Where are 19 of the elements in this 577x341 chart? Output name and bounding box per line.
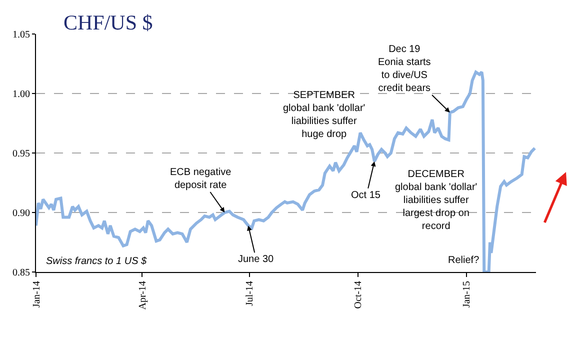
x-tick-label: Apr-14: [137, 281, 148, 310]
annotation: Relief?: [448, 255, 480, 266]
y-tick-label: 0.90: [12, 208, 30, 219]
annotation: Dec 19 Eonia starts to dive/US credit bears: [378, 44, 431, 94]
y-tick-label: 1.05: [12, 30, 30, 40]
annotation: Swiss francs to 1 US $: [46, 256, 148, 267]
annotation: June 30: [238, 254, 274, 265]
annotation: ECB negative deposit rate: [170, 167, 232, 191]
x-tick-label: Jan-15: [462, 281, 473, 308]
x-tick-label: Jul-14: [244, 281, 256, 306]
chart-title: CHF/US $: [63, 10, 153, 35]
y-tick-label: 1.00: [12, 89, 30, 100]
annotation: DECEMBER global bank 'dollar' liabilities suffer largest drop on record: [395, 169, 478, 232]
x-tick-label: Jan-14: [31, 281, 42, 308]
x-tick-label: Oct-14: [353, 281, 364, 309]
y-tick-label: 0.85: [12, 268, 30, 278]
annotation: Oct 15: [351, 190, 381, 201]
annotation: SEPTEMBER global bank 'dollar' liabilities suffer huge drop: [283, 90, 366, 140]
y-tick-label: 0.95: [12, 148, 30, 160]
